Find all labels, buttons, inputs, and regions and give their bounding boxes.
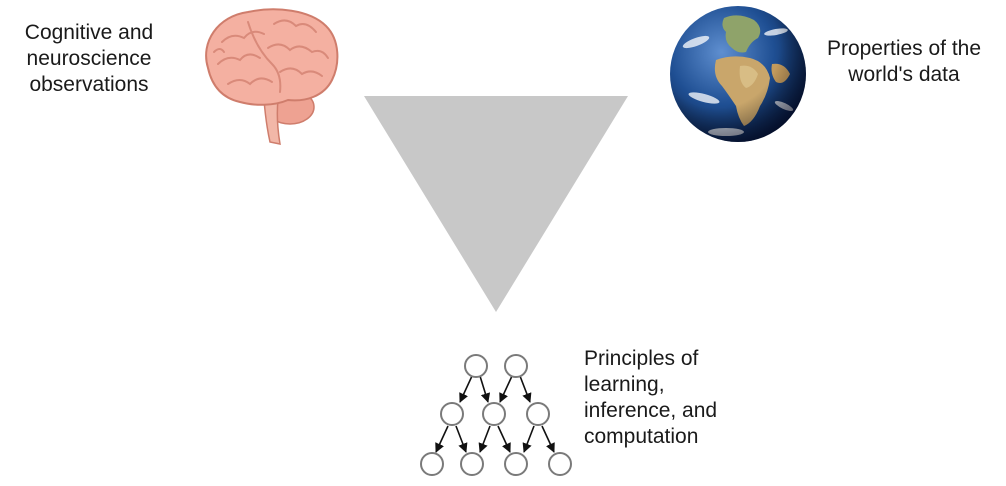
network-node xyxy=(548,452,572,476)
graphical-model-network-icon xyxy=(420,354,572,476)
principles-caption: Principles of learning, inference, and c… xyxy=(584,346,774,450)
world-caption-line-1: Properties of the xyxy=(826,37,982,60)
network-node xyxy=(464,354,488,378)
earth-globe-icon xyxy=(670,6,806,142)
brain-caption: Cognitive and neuroscience observations xyxy=(4,20,174,98)
brain-caption-line-3: observations xyxy=(29,73,149,96)
network-node xyxy=(420,452,444,476)
inverted-triangle xyxy=(364,96,628,312)
network-node xyxy=(482,402,506,426)
network-node xyxy=(460,452,484,476)
network-node xyxy=(440,402,464,426)
principles-caption-line-1: Principles of xyxy=(584,347,699,370)
brain-caption-line-1: Cognitive and xyxy=(24,21,154,44)
network-node xyxy=(526,402,550,426)
principles-caption-line-2: learning, xyxy=(584,373,665,396)
world-caption: Properties of the world's data xyxy=(804,36,1004,88)
principles-caption-line-4: computation xyxy=(584,425,699,448)
network-edges xyxy=(435,375,555,453)
brain-icon xyxy=(205,8,339,145)
network-node xyxy=(504,354,528,378)
network-nodes xyxy=(420,354,572,476)
world-caption-line-2: world's data xyxy=(848,63,960,86)
principles-caption-line-3: inference, and xyxy=(584,399,718,422)
network-node xyxy=(504,452,528,476)
brain-caption-line-2: neuroscience xyxy=(26,47,152,70)
